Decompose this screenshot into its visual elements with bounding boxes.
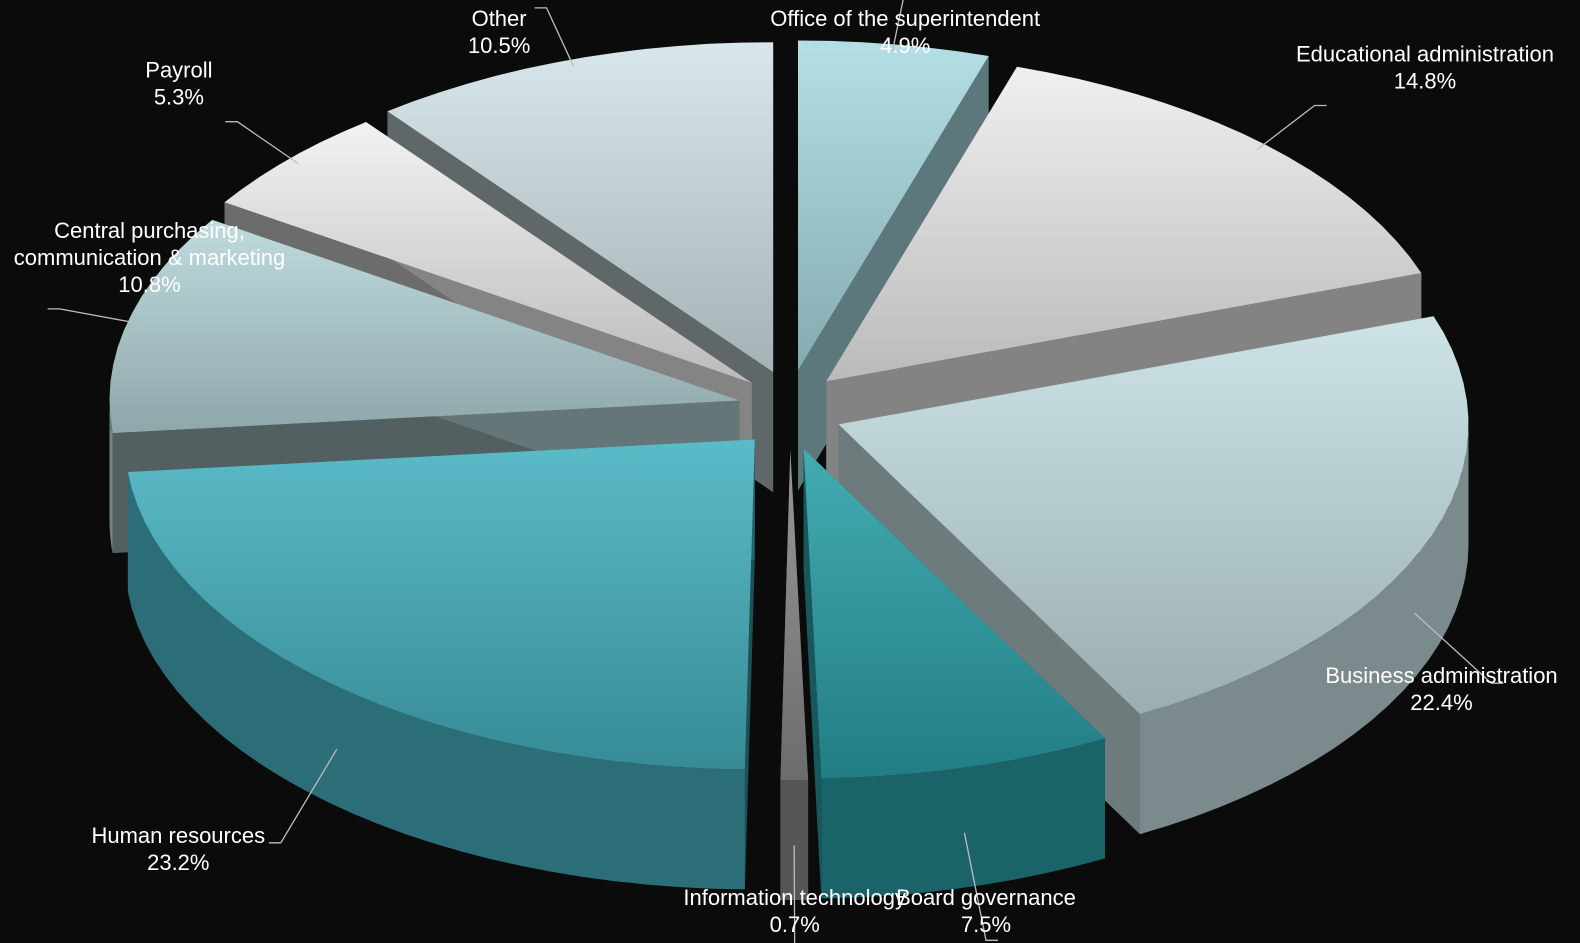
slice-outer-wall-business-administration [1140,424,1469,835]
leader-human-resources [268,749,338,844]
slice-labels: Office of the superintendent 4.9% Educatio… [14,6,1558,937]
leader-information-technology [793,845,796,943]
label-office-of-the-superintendent: Office of the superintendent 4.9% [770,6,1040,58]
slice-payroll [224,122,752,383]
leader-office-of-the-superintendent [891,0,904,52]
leader-other [534,7,574,67]
slice-outer-wall-human-resources [127,472,745,890]
slice-outer-wall-central-purchasing-communication-marketing [109,400,113,554]
label-human-resources: Human resources 23.2% [91,823,265,875]
label-payroll: Payroll 5.3% [145,58,212,110]
label-business-administration: Business administration 22.4% [1325,663,1557,715]
slice-business-administration [838,316,1469,715]
slice-information-technology [780,450,809,780]
slice-wall-board-governance [803,448,822,899]
slice-tops [109,40,1469,780]
slice-educational-administration [826,66,1422,382]
label-board-governance: Board governance 7.5% [896,885,1076,937]
slice-central-purchasing-communication-marketing [109,219,740,434]
slice-outer-wall-information-technology [780,779,809,900]
leader-business-administration [1413,612,1504,684]
leader-educational-administration [1256,104,1327,151]
leader-board-governance [963,832,998,941]
slice-human-resources [127,439,755,770]
label-leaders [47,0,1504,943]
label-information-technology: Information technology 0.7% [683,885,906,937]
slice-office-of-the-superintendent [798,40,989,371]
slice-other [387,42,774,373]
leader-payroll [225,121,299,165]
slice-outer-wall-board-governance [821,738,1105,899]
label-educational-administration: Educational administration 14.8% [1296,42,1554,94]
leader-central-purchasing-communication-marketing [47,308,140,325]
label-other: Other 10.5% [468,6,530,58]
slice-board-governance [803,448,1105,779]
label-central-purchasing-communication-marketing: Central purchasing, communication & marke… [14,218,285,297]
